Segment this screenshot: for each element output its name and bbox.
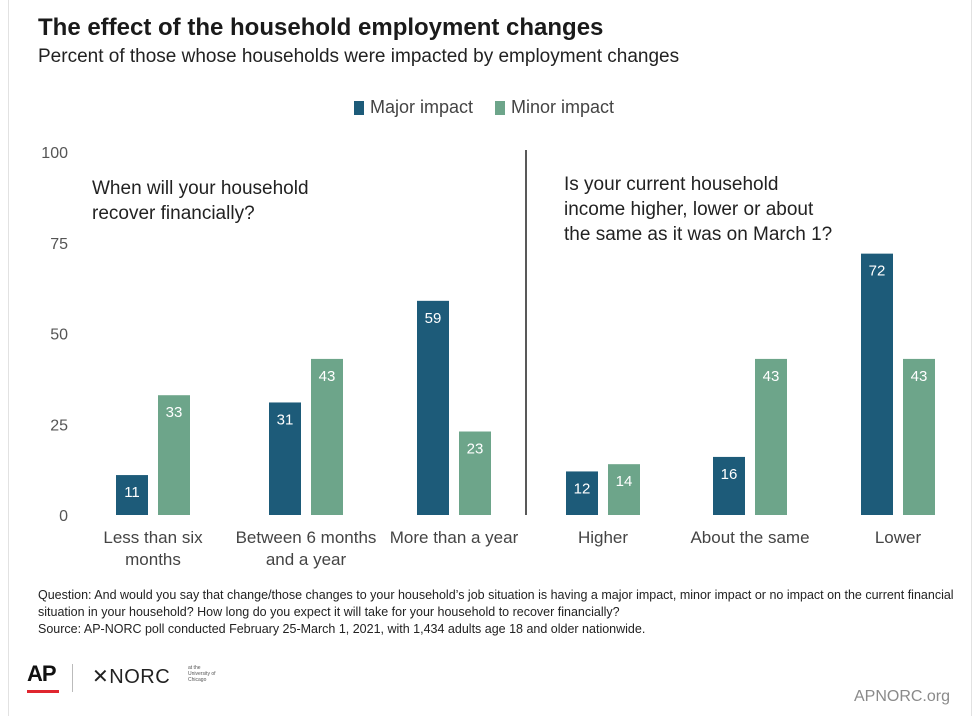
legend-item-minor: Minor impact: [495, 97, 614, 118]
bar-value-label: 23: [467, 441, 484, 458]
legend-item-major: Major impact: [354, 97, 473, 118]
bar-major-impact: [417, 300, 449, 515]
y-tick-label: 0: [59, 508, 68, 525]
legend-swatch-minor: [495, 100, 506, 115]
x-category-label: months: [125, 550, 181, 569]
panel-annotation-line: income higher, lower or about: [564, 199, 814, 220]
panel-annotation-line: the same as it was on March 1?: [564, 224, 832, 245]
panel-annotation-line: When will your household: [92, 178, 309, 199]
bar-minor-impact: [311, 358, 343, 515]
panel-annotation-line: Is your current household: [564, 174, 778, 195]
ap-logo: AP: [27, 661, 57, 686]
bar-minor-impact: [158, 395, 190, 515]
bar-value-label: 43: [319, 368, 336, 385]
bar-minor-impact: [459, 431, 491, 515]
bar-value-label: 31: [277, 411, 294, 428]
x-category-label: and a year: [266, 550, 347, 569]
bar-value-label: 43: [763, 368, 780, 385]
page-title: The effect of the household employment c…: [38, 14, 604, 41]
x-category-label: About the same: [690, 528, 809, 547]
y-tick-label: 75: [50, 236, 68, 253]
bar-value-label: 43: [911, 368, 928, 385]
bar-minor-impact: [755, 358, 787, 515]
footnote: Question: And would you say that change/…: [38, 587, 958, 638]
norc-logo: ✕NORC: [92, 666, 171, 688]
bar-value-label: 14: [616, 473, 633, 490]
bar-major-impact: [116, 475, 148, 515]
norc-logo-subtext: at the University of Chicago: [188, 665, 216, 683]
site-url: APNORC.org: [853, 688, 950, 705]
x-category-label: Between 6 months: [236, 528, 377, 547]
bar-minor-impact: [903, 358, 935, 515]
bar-value-label: 11: [124, 484, 140, 501]
bar-major-impact: [269, 402, 301, 515]
x-category-label: Less than six: [103, 528, 203, 547]
ap-logo-underline: [27, 690, 59, 693]
x-category-label: Higher: [578, 528, 628, 547]
bar-major-impact: [861, 253, 893, 515]
bar-value-label: 72: [869, 263, 886, 280]
bar-major-impact: [713, 456, 745, 515]
bar-major-impact: [566, 471, 598, 515]
chart-frame: [8, 0, 972, 716]
y-tick-label: 50: [50, 327, 68, 344]
legend-label-major: Major impact: [370, 97, 474, 117]
bar-value-label: 59: [425, 310, 442, 327]
bar-value-label: 16: [721, 466, 738, 483]
y-tick-label: 100: [41, 145, 68, 162]
footnote-question: Question: And would you say that change/…: [38, 588, 954, 619]
bar-chart: 0 25 50 75 100 When will your household recove…: [41, 145, 935, 569]
bar-value-label: 12: [574, 480, 591, 497]
bar-value-label: 33: [166, 404, 183, 421]
logo-separator: [72, 664, 73, 692]
footnote-source: Source: AP-NORC poll conducted February …: [38, 622, 646, 636]
panel-annotation-line: recover financially?: [92, 203, 255, 224]
x-category-label: Lower: [875, 528, 922, 547]
x-category-label: More than a year: [390, 528, 519, 547]
legend-swatch-major: [354, 100, 364, 115]
legend: Major impact Minor impact: [354, 97, 636, 118]
y-tick-label: 25: [50, 417, 68, 434]
bar-minor-impact: [608, 464, 640, 515]
legend-label-minor: Minor impact: [511, 97, 615, 117]
page-subtitle: Percent of those whose households were i…: [38, 46, 680, 67]
